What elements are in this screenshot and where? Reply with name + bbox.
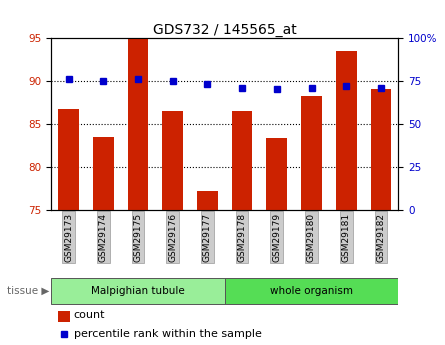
Bar	[336, 51, 356, 210]
Bar	[232, 111, 252, 210]
Text: count: count	[74, 310, 105, 321]
Title: GDS732 / 145565_at: GDS732 / 145565_at	[153, 23, 297, 37]
Bar	[58, 311, 70, 322]
Text: Malpighian tubule: Malpighian tubule	[91, 286, 185, 296]
FancyBboxPatch shape	[225, 278, 398, 304]
Text: tissue ▶: tissue ▶	[7, 286, 49, 296]
Bar	[267, 138, 287, 210]
Bar	[301, 96, 322, 210]
Bar	[93, 137, 113, 210]
Bar	[371, 89, 391, 210]
FancyBboxPatch shape	[51, 278, 225, 304]
Bar	[162, 111, 183, 210]
Bar	[197, 191, 218, 210]
Bar	[128, 38, 148, 210]
Bar	[58, 109, 79, 210]
Text: percentile rank within the sample: percentile rank within the sample	[74, 328, 262, 338]
Text: whole organism: whole organism	[270, 286, 353, 296]
